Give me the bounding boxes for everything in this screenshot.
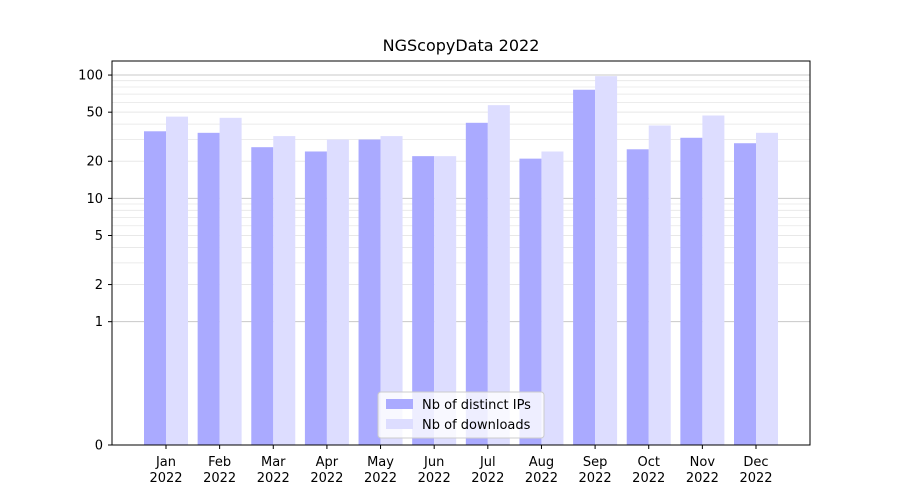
bar-downloads-apr xyxy=(326,139,349,445)
legend-box xyxy=(377,391,545,439)
x-tick-label-month: Sep xyxy=(583,455,608,470)
y-tick-label: 10 xyxy=(86,192,103,207)
x-tick-label-month: Jul xyxy=(479,455,496,470)
x-tick-label-year: 2022 xyxy=(310,471,343,486)
legend-swatch xyxy=(386,399,413,409)
x-tick-label-year: 2022 xyxy=(149,471,182,486)
legend: Nb of distinct IPs Nb of downloads xyxy=(377,391,545,439)
y-tick-label: 50 xyxy=(86,106,103,121)
y-tick-label: 0 xyxy=(95,439,103,454)
bar-distinct-ips-jun xyxy=(412,156,435,445)
bar-distinct-ips-jul xyxy=(465,122,488,445)
bar-downloads-jan xyxy=(166,116,188,445)
bar-distinct-ips-dec xyxy=(734,143,756,445)
x-tick-label-year: 2022 xyxy=(632,471,665,486)
legend-label: Nb of downloads xyxy=(422,418,531,433)
bars-layer xyxy=(144,76,778,446)
x-tick-label-month: Jun xyxy=(423,455,444,470)
x-tick-label-year: 2022 xyxy=(364,471,397,486)
x-tick-label-year: 2022 xyxy=(579,471,612,486)
x-tick-label-month: Dec xyxy=(743,455,768,470)
x-tick-label-year: 2022 xyxy=(739,471,772,486)
x-tick-label-year: 2022 xyxy=(525,471,558,486)
bar-distinct-ips-nov xyxy=(680,137,703,445)
bar-downloads-aug xyxy=(541,151,564,445)
x-tick-label-month: Oct xyxy=(637,455,659,470)
x-tick-label-month: Apr xyxy=(316,455,339,470)
x-tick-label-year: 2022 xyxy=(471,471,504,486)
x-tick-label-month: Feb xyxy=(208,455,231,470)
bar-distinct-ips-aug xyxy=(519,158,542,445)
legend-swatch xyxy=(386,419,413,429)
bar-distinct-ips-feb xyxy=(197,132,220,445)
chart-title: NGScopyData 2022 xyxy=(383,36,540,55)
x-tick-label-year: 2022 xyxy=(203,471,236,486)
bar-distinct-ips-jan xyxy=(144,131,166,446)
bar-distinct-ips-mar xyxy=(251,147,274,445)
bar-downloads-mar xyxy=(273,136,296,445)
y-tick-label: 20 xyxy=(86,155,103,170)
x-tick-label-month: Aug xyxy=(529,455,554,470)
x-tick-label-year: 2022 xyxy=(257,471,290,486)
bar-downloads-may xyxy=(380,136,403,445)
bar-distinct-ips-oct xyxy=(626,149,649,445)
bar-downloads-nov xyxy=(702,115,725,445)
bar-downloads-sep xyxy=(595,76,618,445)
bar-downloads-oct xyxy=(648,125,671,445)
bar-distinct-ips-may xyxy=(358,139,381,445)
y-tick-label: 100 xyxy=(78,69,103,84)
x-tick-label-month: Mar xyxy=(261,455,286,470)
x-tick-label-month: May xyxy=(367,455,394,470)
bar-distinct-ips-sep xyxy=(573,89,596,445)
plot-frame xyxy=(111,60,811,446)
bar-downloads-feb xyxy=(219,117,242,446)
y-tick-label: 5 xyxy=(95,229,103,244)
y-tick-label: 2 xyxy=(95,278,103,293)
bar-downloads-jun xyxy=(434,156,457,445)
bar-downloads-dec xyxy=(756,132,778,445)
y-tick-label: 1 xyxy=(95,315,103,330)
x-tick-label-month: Jan xyxy=(155,455,176,470)
x-tick-label-year: 2022 xyxy=(418,471,451,486)
legend-label: Nb of distinct IPs xyxy=(422,398,531,413)
y-axis: 0 1 2 5 10 20 50 100 xyxy=(78,69,112,454)
bar-downloads-jul xyxy=(487,105,510,445)
x-tick-label-month: Nov xyxy=(690,455,716,470)
bar-distinct-ips-apr xyxy=(304,151,327,445)
x-tick-label-year: 2022 xyxy=(686,471,719,486)
x-axis: Jan2022Feb2022Mar2022Apr2022May2022Jun20… xyxy=(149,445,773,486)
